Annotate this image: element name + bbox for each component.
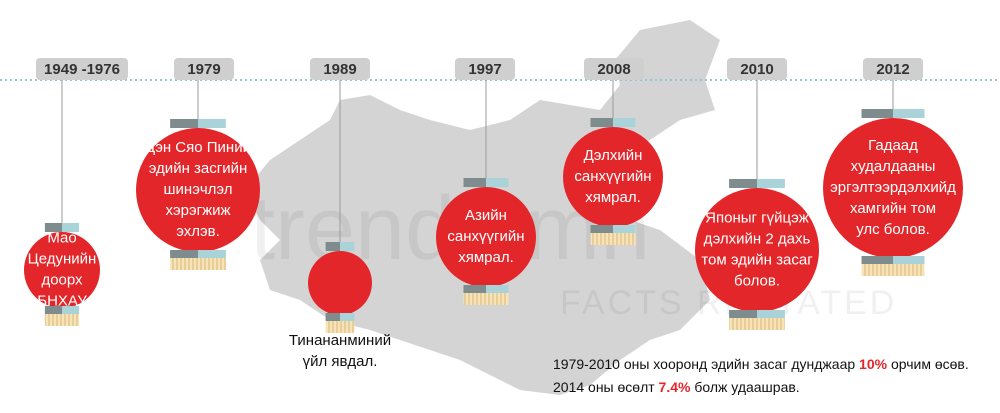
event-text: болов. [734,272,780,289]
event-text: доорх [41,271,83,288]
lantern-cap [62,306,80,314]
event-text: эдийн засгийн [149,160,248,177]
event-text: хамгийн том [850,200,936,217]
lantern-cap [170,119,198,128]
lantern-fringe [861,264,925,276]
year-box [310,58,370,80]
year-label: 1997 [468,61,501,78]
lantern-cap [340,313,355,321]
event-text: эргэлтээрдэлхийд [830,179,956,196]
lantern-cap [44,306,62,314]
lantern-cap [463,285,486,293]
lantern-cap [170,250,198,258]
event-text: шинэчлэл [164,181,233,198]
lantern [136,128,260,252]
event-text: Гадаад [868,137,918,154]
year-box [584,58,644,80]
lantern-cap [729,179,757,188]
event-text: эхлэв. [176,223,220,240]
year-label: 2010 [740,61,773,78]
event-text: хямрал. [585,189,641,206]
year-label: 2008 [597,61,630,78]
lantern-cap [486,285,509,293]
event-text: Цедунийн [28,250,97,267]
lantern [24,232,100,308]
lantern-fringe [590,233,636,245]
event-text: Тинананминий [289,332,391,349]
lantern-fringe [463,293,509,305]
year-label: 1949 -1976 [44,61,120,78]
lantern-cap [62,223,80,232]
lantern-fringe [325,321,355,333]
lantern-cap [325,313,340,321]
lantern-cap [861,256,893,264]
lantern-fringe [729,318,785,330]
lantern [308,251,372,315]
event-text: худалдааны [851,158,936,175]
year-box [174,58,234,80]
lantern-cap [486,178,509,187]
lantern-cap [325,242,340,251]
lantern-cap [44,223,62,232]
year-box [863,58,923,80]
footnote-line: 1979-2010 оны хооронд эдийн засаг дунджа… [553,356,969,372]
lantern-cap [463,178,486,187]
year-label: 1989 [323,61,356,78]
lantern-fringe [170,258,226,270]
event-text: санхүүгийн [447,228,524,245]
lantern-cap [613,225,636,233]
event-text: том эдийн засаг [701,251,813,268]
event-text: үйл явдал. [303,353,378,370]
lantern [563,127,663,227]
lantern-cap [198,250,226,258]
event-text: Азийн [465,207,507,224]
event-text: дэлхийн 2 дахь [704,230,811,247]
event-text: Дэлхийн [584,147,643,164]
year-label: 2012 [876,61,909,78]
event-text: Японыг гүйцэж [705,209,809,226]
lantern [823,118,963,258]
footnote: 1979-2010 оны хооронд эдийн засаг дунджа… [553,356,969,395]
lantern-cap [729,310,757,318]
event-text: хэрэгжиж [165,202,230,219]
event-text: Мао [47,229,76,246]
lantern-cap [590,118,613,127]
lantern [695,188,819,312]
lantern-cap [893,109,925,118]
lantern [436,187,536,287]
year-box [36,58,128,80]
events: 1949 -1976 Мао Цедунийн доорх БНХАУ 1979 Дэн С… [24,58,963,370]
lantern-cap [757,310,785,318]
lantern-cap [198,119,226,128]
lantern-fringe [44,314,80,326]
event-text: улс болов. [856,221,930,238]
footnote-line: 2014 оны өсөлт 7.4% болж удаашрав. [553,379,800,395]
event-text: Дэн Сяо Пиний [145,139,251,156]
event-text: санхүүгийн [574,168,651,185]
lantern-cap [757,179,785,188]
lantern-cap [590,225,613,233]
year-label: 1979 [187,61,220,78]
lantern-cap [340,242,355,251]
lantern-cap [893,256,925,264]
event-text: БНХАУ [37,292,87,309]
lantern-cap [861,109,893,118]
event-text: хямрал. [458,249,514,266]
year-box [727,58,787,80]
lantern-cap [613,118,636,127]
year-box [455,58,515,80]
